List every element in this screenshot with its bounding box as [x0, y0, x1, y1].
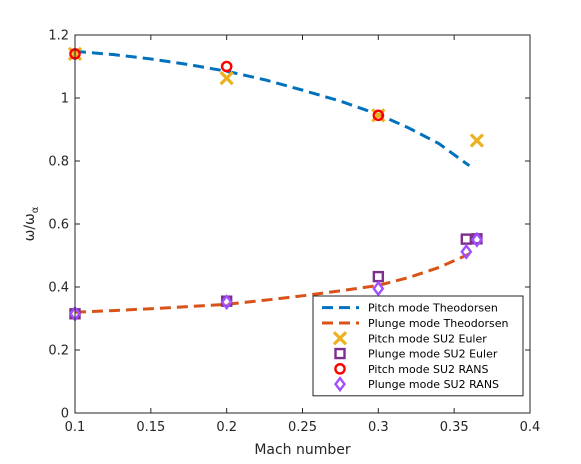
- point-plunge-mode-su2-rans: [220, 294, 233, 311]
- x-tick-label: 0.4: [520, 420, 541, 435]
- legend-box: [312, 295, 524, 397]
- series-line-pitch-mode-theodorsen: [74, 49, 471, 167]
- y-tick-label: 1: [61, 92, 69, 107]
- legend-label-plunge-mode-theodorsen: Plunge mode Theodorsen: [368, 317, 508, 330]
- point-pitch-mode-su2-rans: [372, 109, 385, 122]
- point-plunge-mode-su2-rans: [372, 280, 385, 297]
- y-axis-label-subscript: α: [30, 206, 41, 213]
- y-axis-label: ω/ωα: [22, 206, 41, 241]
- y-axis-label-main: ω/ω: [22, 213, 38, 241]
- x-tick-label: 0.15: [136, 420, 165, 435]
- point-pitch-mode-su2-euler: [219, 71, 234, 86]
- point-plunge-mode-su2-rans: [470, 231, 483, 248]
- point-pitch-mode-su2-euler: [469, 133, 485, 148]
- series-layer: [67, 46, 485, 322]
- point-plunge-mode-su2-euler: [460, 233, 472, 245]
- y-tick-label: 0: [61, 407, 69, 422]
- y-tick-label: 0.8: [48, 155, 69, 170]
- x-tick-label: 0.25: [288, 420, 317, 435]
- series-line-plunge-mode-theodorsen: [74, 252, 470, 314]
- legend-label-pitch-mode-theodorsen: Pitch mode Theodorsen: [368, 302, 498, 315]
- legend-swatch-plunge-mode-su2-euler: [334, 347, 346, 360]
- point-plunge-mode-su2-rans: [460, 243, 473, 260]
- legend: Pitch mode Theodorsen Plunge mode Theodor…: [312, 295, 524, 397]
- legend-label-pitch-mode-su2-rans: Pitch mode SU2 RANS: [368, 363, 488, 376]
- y-tick-label: 1.2: [48, 29, 69, 44]
- legend-swatch-pitch-mode-su2-euler: [332, 331, 348, 346]
- legend-label-plunge-mode-su2-rans: Plunge mode SU2 RANS: [368, 378, 499, 391]
- tick-layer: 0.1 0.15 0.2 0.25 0.3 0.35 0.4 0 0.2 0.4 0.6 0.8 1 1.…: [48, 29, 540, 436]
- legend-swatch-pitch-mode-su2-rans: [334, 363, 346, 375]
- point-pitch-mode-su2-rans: [220, 60, 233, 73]
- legend-swatch-plunge-mode-su2-rans: [334, 376, 346, 393]
- x-axis-label: Mach number: [254, 442, 351, 458]
- x-tick-label: 0.1: [65, 420, 86, 435]
- y-tick-label: 0.2: [48, 344, 69, 359]
- x-tick-label: 0.35: [440, 420, 469, 435]
- x-tick-label: 0.2: [216, 420, 237, 435]
- legend-label-plunge-mode-su2-euler: Plunge mode SU2 Euler: [368, 348, 498, 361]
- y-tick-label: 0.4: [48, 281, 69, 296]
- y-tick-label: 0.6: [48, 218, 69, 233]
- legend-label-pitch-mode-su2-euler: Pitch mode SU2 Euler: [368, 332, 487, 345]
- x-tick-label: 0.3: [368, 420, 389, 435]
